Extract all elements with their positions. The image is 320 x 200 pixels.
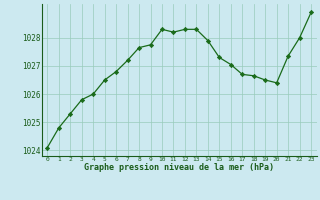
X-axis label: Graphe pression niveau de la mer (hPa): Graphe pression niveau de la mer (hPa) xyxy=(84,163,274,172)
